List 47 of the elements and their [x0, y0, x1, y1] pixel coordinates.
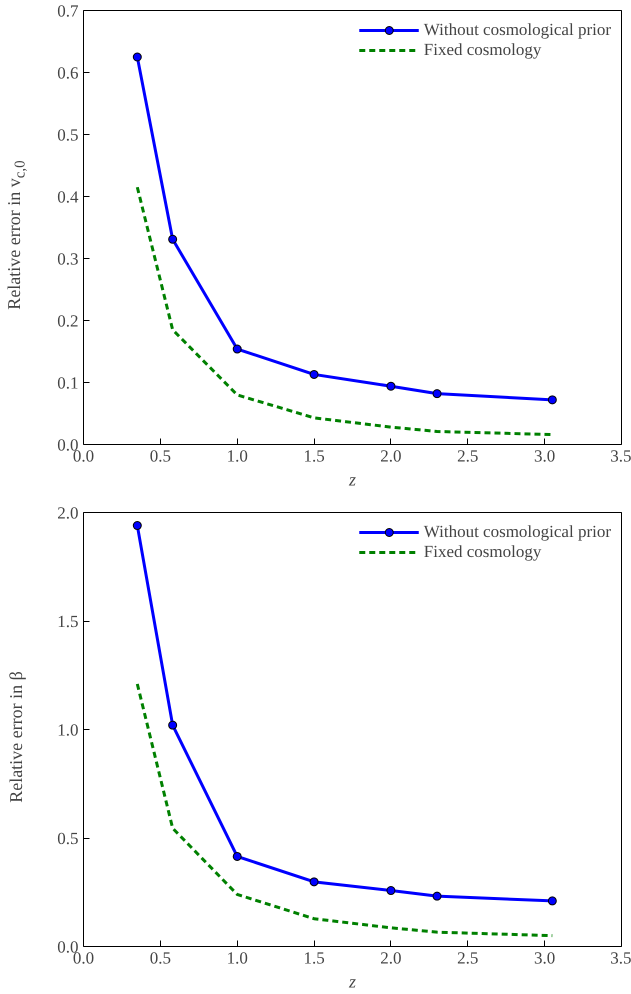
legend-label: Fixed cosmology [424, 40, 542, 60]
x-tick-label: 2.5 [457, 948, 478, 968]
x-tick-label: 1.5 [303, 948, 325, 968]
point [168, 720, 178, 730]
x-tick-label: 2.0 [380, 446, 402, 466]
point [168, 234, 178, 244]
x-tick-label: 2.5 [457, 446, 478, 466]
point [548, 896, 557, 906]
x-tick-label: 3.5 [610, 446, 631, 466]
point [386, 382, 396, 391]
x-tick-label: 1.0 [226, 948, 248, 968]
x-axis-title: z [348, 972, 356, 992]
x-tick-label: 3.0 [534, 446, 556, 466]
y-tick-label: 0.1 [57, 374, 78, 392]
x-axis-title: z [348, 470, 356, 490]
legend-label: Without cosmological prior [424, 20, 611, 40]
x-tick-label: 3.0 [534, 948, 556, 968]
point [132, 52, 142, 62]
y-tick-label: 0.2 [57, 312, 78, 330]
x-tick-label: 0.5 [150, 948, 171, 968]
x-tick-label: 0.5 [150, 446, 171, 466]
y-tick-label: 0.6 [57, 64, 78, 82]
y-tick-label: 0.4 [57, 188, 79, 206]
point [232, 852, 242, 861]
y-tick-label: 0.5 [57, 126, 78, 144]
x-tick-label: 3.5 [610, 948, 631, 968]
y-tick-label: 2.0 [57, 504, 78, 522]
point [548, 395, 557, 404]
y-axis-title: Relative error in β [5, 671, 28, 803]
x-tick-label: 1.0 [226, 446, 248, 466]
point [232, 344, 242, 354]
legend-label: Fixed cosmology [424, 542, 542, 562]
point [310, 370, 319, 379]
y-tick-label: 0.5 [57, 829, 78, 848]
point [310, 877, 319, 886]
point [432, 389, 442, 398]
point [432, 892, 442, 901]
point [386, 886, 396, 896]
line-series [136, 682, 554, 938]
y-tick-label: 1.5 [57, 612, 78, 631]
x-tick-label: 1.5 [303, 446, 325, 466]
x-tick-label: 2.0 [380, 948, 402, 968]
y-tick-label: 0.3 [57, 250, 78, 268]
y-tick-label: 0.7 [57, 2, 79, 20]
y-tick-label: 1.0 [57, 720, 78, 740]
legend-label: Without cosmological prior [424, 522, 611, 542]
point [132, 521, 142, 530]
